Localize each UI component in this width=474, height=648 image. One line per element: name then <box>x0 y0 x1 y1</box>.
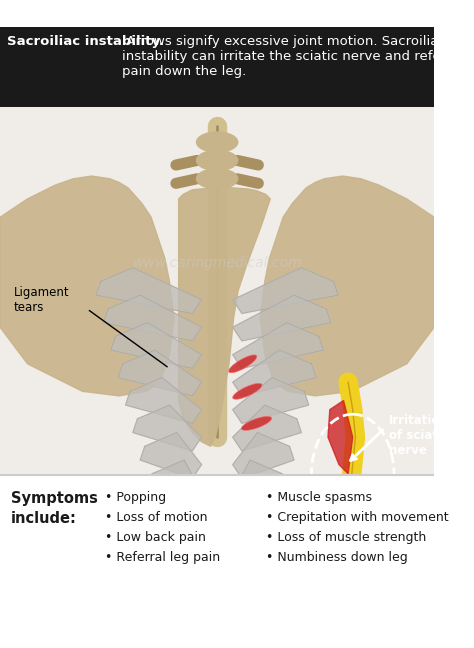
Polygon shape <box>233 350 316 396</box>
Bar <box>0 476 434 621</box>
Text: • Muscle spasms: • Muscle spasms <box>265 491 372 504</box>
Text: • Crepitation with movement: • Crepitation with movement <box>265 511 448 524</box>
Text: Irritation
of sciatic
nerve: Irritation of sciatic nerve <box>389 414 449 457</box>
Polygon shape <box>0 176 174 396</box>
Text: • Numbiness down leg: • Numbiness down leg <box>265 551 408 564</box>
Polygon shape <box>111 323 201 369</box>
Bar <box>0 27 434 108</box>
Polygon shape <box>133 405 201 451</box>
Polygon shape <box>233 323 323 369</box>
Polygon shape <box>233 433 294 478</box>
Polygon shape <box>328 400 353 474</box>
Text: www.caringmedical.com: www.caringmedical.com <box>132 256 302 270</box>
Ellipse shape <box>197 168 238 189</box>
Polygon shape <box>118 350 201 396</box>
Polygon shape <box>147 460 201 506</box>
Polygon shape <box>140 433 201 478</box>
Text: Sacroiliac instability.: Sacroiliac instability. <box>7 34 164 47</box>
Ellipse shape <box>233 384 262 399</box>
Polygon shape <box>260 176 434 396</box>
Ellipse shape <box>241 417 272 430</box>
Polygon shape <box>233 295 331 341</box>
Text: Symptoms
include:: Symptoms include: <box>11 491 98 526</box>
Ellipse shape <box>228 355 257 373</box>
Text: • Referral leg pain: • Referral leg pain <box>105 551 220 564</box>
Text: • Loss of motion: • Loss of motion <box>105 511 208 524</box>
Text: • Loss of muscle strength: • Loss of muscle strength <box>265 531 426 544</box>
Polygon shape <box>179 187 270 446</box>
Ellipse shape <box>197 132 238 152</box>
Polygon shape <box>233 405 301 451</box>
Text: Ligament
tears: Ligament tears <box>14 286 69 314</box>
Polygon shape <box>126 378 201 423</box>
Ellipse shape <box>197 150 238 170</box>
Polygon shape <box>233 268 338 314</box>
Text: Arrows signify excessive joint motion. Sacroiliac instability can irritate the s: Arrows signify excessive joint motion. S… <box>122 34 447 78</box>
Polygon shape <box>96 268 201 314</box>
Polygon shape <box>233 460 287 506</box>
Bar <box>0 108 434 478</box>
Text: • Popping: • Popping <box>105 491 166 504</box>
Polygon shape <box>103 295 201 341</box>
Text: • Low back pain: • Low back pain <box>105 531 206 544</box>
Polygon shape <box>233 378 309 423</box>
